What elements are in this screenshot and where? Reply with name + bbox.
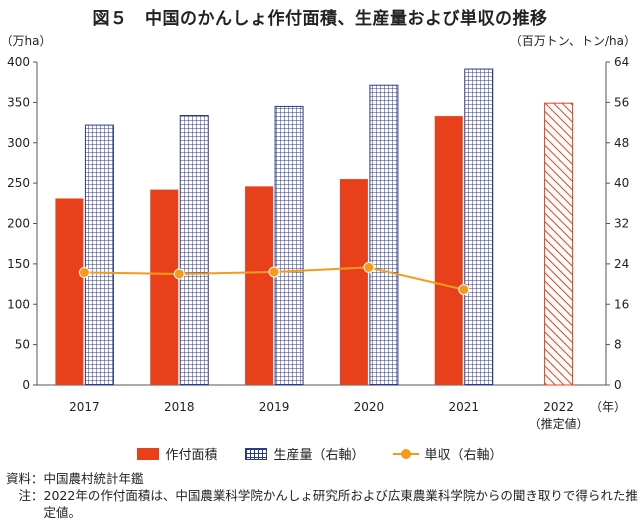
legend-label-yield: 単収（右軸） [424,448,503,463]
right-tick-label: 24 [614,257,629,271]
left-tick-label: 350 [7,95,30,109]
legend-swatch-area [137,447,160,460]
x-axis-unit: （年） [590,400,626,414]
x-tick-label: 2017 [69,400,100,414]
area-bar [55,198,84,385]
x-tick-label: 2020 [354,400,385,414]
area-bar-estimated [544,102,574,386]
left-tick-label: 250 [7,176,30,190]
left-tick-label: 400 [7,55,30,69]
left-tick-label: 100 [7,297,30,311]
source-label: 資料： [6,471,44,486]
source-text: 中国農村統計年鑑 [43,471,144,486]
production-bar [464,68,494,386]
right-tick-label: 16 [614,297,629,311]
yield-point [458,284,470,296]
right-tick-label: 0 [614,378,622,392]
yield-point [363,261,375,273]
x-tick-sublabel: （推定値） [529,416,589,431]
yield-point [78,266,90,278]
production-bar [84,124,114,386]
legend-item-area: 作付面積 [137,444,217,463]
footnote: 注： 2022年の作付面積は、中国農業科学院かんしょ研究所および広東農業科学院か… [6,487,640,521]
right-tick-label: 64 [614,55,629,69]
footnote-text: 2022年の作付面積は、中国農業科学院かんしょ研究所および広東農業科学院からの聞… [43,488,638,520]
chart-notes: 資料： 中国農村統計年鑑 注： 2022年の作付面積は、中国農業科学院かんしょ研… [6,470,640,521]
chart-legend: 作付面積 生産量（右軸） 単収（右軸） [0,444,640,463]
area-bar [434,116,463,385]
right-tick-label: 56 [614,95,629,109]
legend-label-production: 生産量（右軸） [273,448,365,463]
left-tick-label: 200 [7,217,30,231]
x-tick-label: 2022 [543,400,574,414]
right-tick-label: 8 [614,338,622,352]
right-tick-label: 48 [614,136,629,150]
x-tick-label: 2021 [448,400,479,414]
left-tick-label: 300 [7,136,30,150]
left-tick-label: 0 [22,378,30,392]
production-bar [369,84,399,386]
legend-label-area: 作付面積 [165,448,218,463]
source-note: 資料： 中国農村統計年鑑 [6,470,640,487]
right-axis-unit: （百万トン、トン/ha） [510,34,636,48]
x-tick-label: 2019 [259,400,290,414]
yield-point [268,266,280,278]
chart-title: 図５ 中国のかんしょ作付面積、生産量および単収の推移 [92,9,548,29]
area-bar [150,189,179,385]
left-tick-label: 50 [15,338,30,352]
production-bar [179,114,209,386]
legend-swatch-production [245,447,268,460]
left-tick-label: 150 [7,257,30,271]
legend-swatch-yield [392,448,419,460]
legend-item-production: 生産量（右軸） [245,444,365,463]
footnote-label: 注： [6,488,44,503]
yield-point [173,268,185,280]
x-tick-label: 2018 [164,400,195,414]
combo-chart: 0 50 100 150 200 250 300 350 400 （万ha） 0 8 16 24 32 40 4… [1,34,636,431]
legend-item-yield: 単収（右軸） [392,444,503,463]
right-tick-label: 40 [614,176,629,190]
area-bar [245,186,274,385]
right-tick-label: 32 [614,217,629,231]
left-axis-unit: （万ha） [1,34,52,48]
area-bar [339,179,368,385]
production-bar [274,105,304,386]
